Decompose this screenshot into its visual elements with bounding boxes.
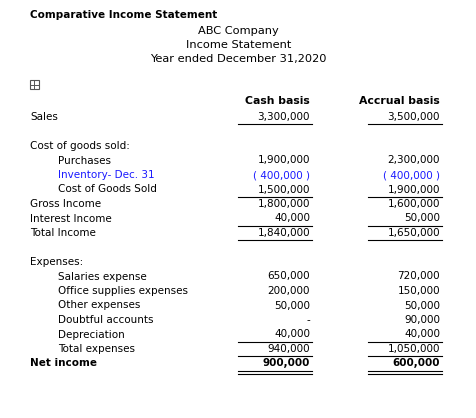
Text: Purchases: Purchases xyxy=(58,155,111,166)
Text: Interest Income: Interest Income xyxy=(30,214,111,224)
Text: 900,000: 900,000 xyxy=(262,359,309,369)
Text: Total expenses: Total expenses xyxy=(58,344,135,354)
Text: Income Statement: Income Statement xyxy=(186,40,290,50)
Text: 40,000: 40,000 xyxy=(403,329,439,339)
Text: ( 400,000 ): ( 400,000 ) xyxy=(382,170,439,180)
Text: Cost of goods sold:: Cost of goods sold: xyxy=(30,141,129,151)
Text: 200,000: 200,000 xyxy=(267,286,309,296)
Text: 650,000: 650,000 xyxy=(267,272,309,281)
Text: 150,000: 150,000 xyxy=(397,286,439,296)
Text: 940,000: 940,000 xyxy=(267,344,309,354)
Text: Gross Income: Gross Income xyxy=(30,199,101,209)
Text: Salaries expense: Salaries expense xyxy=(58,272,147,281)
Text: Sales: Sales xyxy=(30,112,58,122)
Text: 1,650,000: 1,650,000 xyxy=(387,228,439,238)
Text: Depreciation: Depreciation xyxy=(58,329,125,339)
Text: ( 400,000 ): ( 400,000 ) xyxy=(252,170,309,180)
Text: 90,000: 90,000 xyxy=(403,315,439,325)
Text: Other expenses: Other expenses xyxy=(58,301,140,311)
Text: -: - xyxy=(306,315,309,325)
Text: 40,000: 40,000 xyxy=(273,214,309,224)
Text: 1,900,000: 1,900,000 xyxy=(387,184,439,194)
Text: Doubtful accounts: Doubtful accounts xyxy=(58,315,153,325)
Text: 1,840,000: 1,840,000 xyxy=(257,228,309,238)
Text: Total Income: Total Income xyxy=(30,228,96,238)
Text: Year ended December 31,2020: Year ended December 31,2020 xyxy=(150,54,326,64)
Text: 1,800,000: 1,800,000 xyxy=(257,199,309,209)
Text: 1,050,000: 1,050,000 xyxy=(387,344,439,354)
Text: Cash basis: Cash basis xyxy=(245,96,309,106)
Text: Comparative Income Statement: Comparative Income Statement xyxy=(30,10,217,20)
Text: 1,600,000: 1,600,000 xyxy=(387,199,439,209)
Text: 600,000: 600,000 xyxy=(392,359,439,369)
Text: 50,000: 50,000 xyxy=(403,214,439,224)
Text: 1,500,000: 1,500,000 xyxy=(257,184,309,194)
Text: 720,000: 720,000 xyxy=(397,272,439,281)
Text: Office supplies expenses: Office supplies expenses xyxy=(58,286,188,296)
Text: Expenses:: Expenses: xyxy=(30,257,83,267)
Text: 3,500,000: 3,500,000 xyxy=(387,112,439,122)
Text: 40,000: 40,000 xyxy=(273,329,309,339)
Text: Cost of Goods Sold: Cost of Goods Sold xyxy=(58,184,157,194)
Text: 50,000: 50,000 xyxy=(273,301,309,311)
Text: Accrual basis: Accrual basis xyxy=(358,96,439,106)
Text: 2,300,000: 2,300,000 xyxy=(387,155,439,166)
Text: 3,300,000: 3,300,000 xyxy=(257,112,309,122)
Text: ABC Company: ABC Company xyxy=(198,26,278,36)
Text: Net income: Net income xyxy=(30,359,97,369)
Text: 1,900,000: 1,900,000 xyxy=(257,155,309,166)
Text: Inventory- Dec. 31: Inventory- Dec. 31 xyxy=(58,170,154,180)
Text: 50,000: 50,000 xyxy=(403,301,439,311)
